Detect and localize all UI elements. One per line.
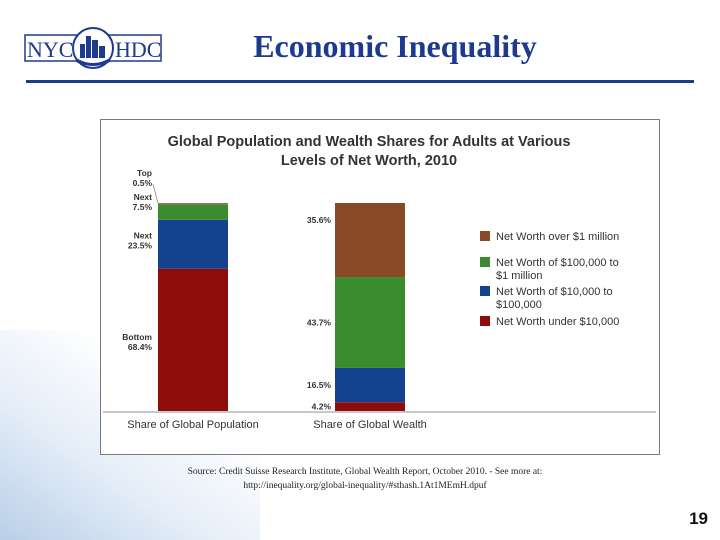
bar-segment bbox=[158, 204, 228, 220]
bar-segment bbox=[158, 268, 228, 411]
legend-label: Net Worth over $1 million bbox=[496, 231, 619, 243]
legend-swatch bbox=[480, 231, 490, 241]
bar-segment bbox=[335, 367, 405, 403]
data-label-value: 43.7% bbox=[307, 317, 332, 327]
data-label-value: 0.5% bbox=[133, 178, 153, 188]
data-label-value: 16.5% bbox=[307, 380, 332, 390]
x-tick-label: Share of Global Population bbox=[127, 419, 258, 431]
x-tick-label: Share of Global Wealth bbox=[313, 419, 427, 431]
page-number: 19 bbox=[689, 509, 708, 528]
title-divider bbox=[26, 80, 694, 83]
legend-label: Net Worth of $100,000 to bbox=[496, 257, 619, 269]
nychdc-logo: NYC HDC bbox=[24, 27, 162, 69]
bar-segment bbox=[335, 203, 405, 278]
legend-label: $100,000 bbox=[496, 299, 542, 311]
slide-title: Economic Inequality bbox=[253, 28, 537, 64]
chart-frame: Global Population and Wealth Shares for … bbox=[100, 119, 660, 455]
data-label-category: Next bbox=[134, 192, 153, 202]
legend-swatch bbox=[480, 257, 490, 267]
source-citation: Source: Credit Suisse Research Institute… bbox=[140, 465, 590, 493]
data-label-value: 35.6% bbox=[307, 215, 332, 225]
data-label-category: Top bbox=[137, 168, 152, 178]
data-label-value: 23.5% bbox=[128, 240, 153, 250]
logo-text-left: NYC bbox=[27, 37, 73, 62]
legend-label: $1 million bbox=[496, 270, 542, 282]
bar-segment bbox=[158, 219, 228, 269]
legend-swatch bbox=[480, 316, 490, 326]
data-label-value: 4.2% bbox=[312, 402, 332, 412]
legend-label: Net Worth of $10,000 to bbox=[496, 286, 613, 298]
data-label-value: 7.5% bbox=[133, 202, 153, 212]
chart-title-line-2: Levels of Net Worth, 2010 bbox=[281, 153, 457, 169]
source-line-1: Source: Credit Suisse Research Institute… bbox=[187, 467, 543, 477]
bar-segment bbox=[335, 402, 405, 411]
chart-title-line-1: Global Population and Wealth Shares for … bbox=[168, 134, 571, 150]
leader-line bbox=[152, 184, 159, 204]
data-label-category: Bottom bbox=[122, 332, 152, 342]
legend-label: Net Worth under $10,000 bbox=[496, 316, 619, 328]
data-label-category: Next bbox=[134, 230, 153, 240]
bar-segment bbox=[335, 277, 405, 368]
data-label-value: 68.4% bbox=[128, 342, 153, 352]
bar-segment bbox=[158, 203, 228, 205]
legend-swatch bbox=[480, 286, 490, 296]
source-line-2: http://inequality.org/global-inequality/… bbox=[243, 481, 487, 491]
wealth-chart: Global Population and Wealth Shares for … bbox=[103, 134, 656, 431]
logo-text-right: HDC bbox=[115, 37, 161, 62]
